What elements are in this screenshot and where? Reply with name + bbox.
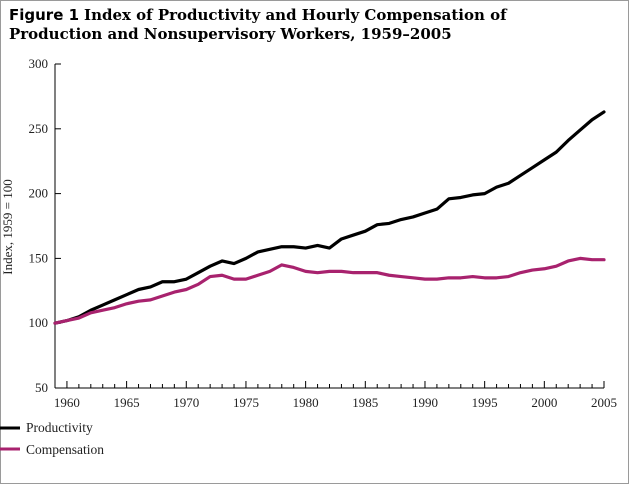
y-tick-label: 250: [29, 121, 49, 136]
x-tick-label: 1980: [293, 395, 319, 410]
legend-label-compensation: Compensation: [26, 442, 104, 457]
x-tick-label: 1990: [412, 395, 438, 410]
series-line-productivity: [53, 110, 606, 325]
y-tick-label: 300: [29, 56, 49, 71]
y-axis-label: Index, 1959 = 100: [0, 179, 15, 274]
y-tick-label: 150: [29, 250, 49, 265]
figure-number: Figure 1: [9, 6, 80, 24]
legend-label-productivity: Productivity: [26, 420, 93, 435]
y-tick-label: 200: [29, 186, 49, 201]
axis-ticks: 50 100 150 200 250 300 1960 1965 1970 1975 1980 198…: [29, 56, 618, 410]
x-tick-label: 2000: [531, 395, 557, 410]
legend: Productivity Compensation: [0, 420, 104, 457]
x-tick-label: 1965: [114, 395, 140, 410]
title-line-2: Production and Nonsupervisory Workers, 1…: [9, 25, 452, 43]
x-tick-label: 1970: [173, 395, 199, 410]
x-tick-label: 1960: [54, 395, 80, 410]
x-tick-label: 1995: [472, 395, 498, 410]
title-line-1: Index of Productivity and Hourly Compens…: [84, 6, 507, 24]
x-tick-label: 2005: [591, 395, 617, 410]
y-tick-label: 100: [29, 315, 49, 330]
chart-title: Figure 1 Index of Productivity and Hourly…: [9, 6, 609, 44]
x-tick-label: 1985: [352, 395, 378, 410]
series-lines: [53, 110, 606, 325]
series-line-compensation: [53, 256, 606, 325]
x-tick-label: 1975: [233, 395, 259, 410]
axes: [54, 64, 604, 389]
y-tick-label: 50: [35, 380, 48, 395]
